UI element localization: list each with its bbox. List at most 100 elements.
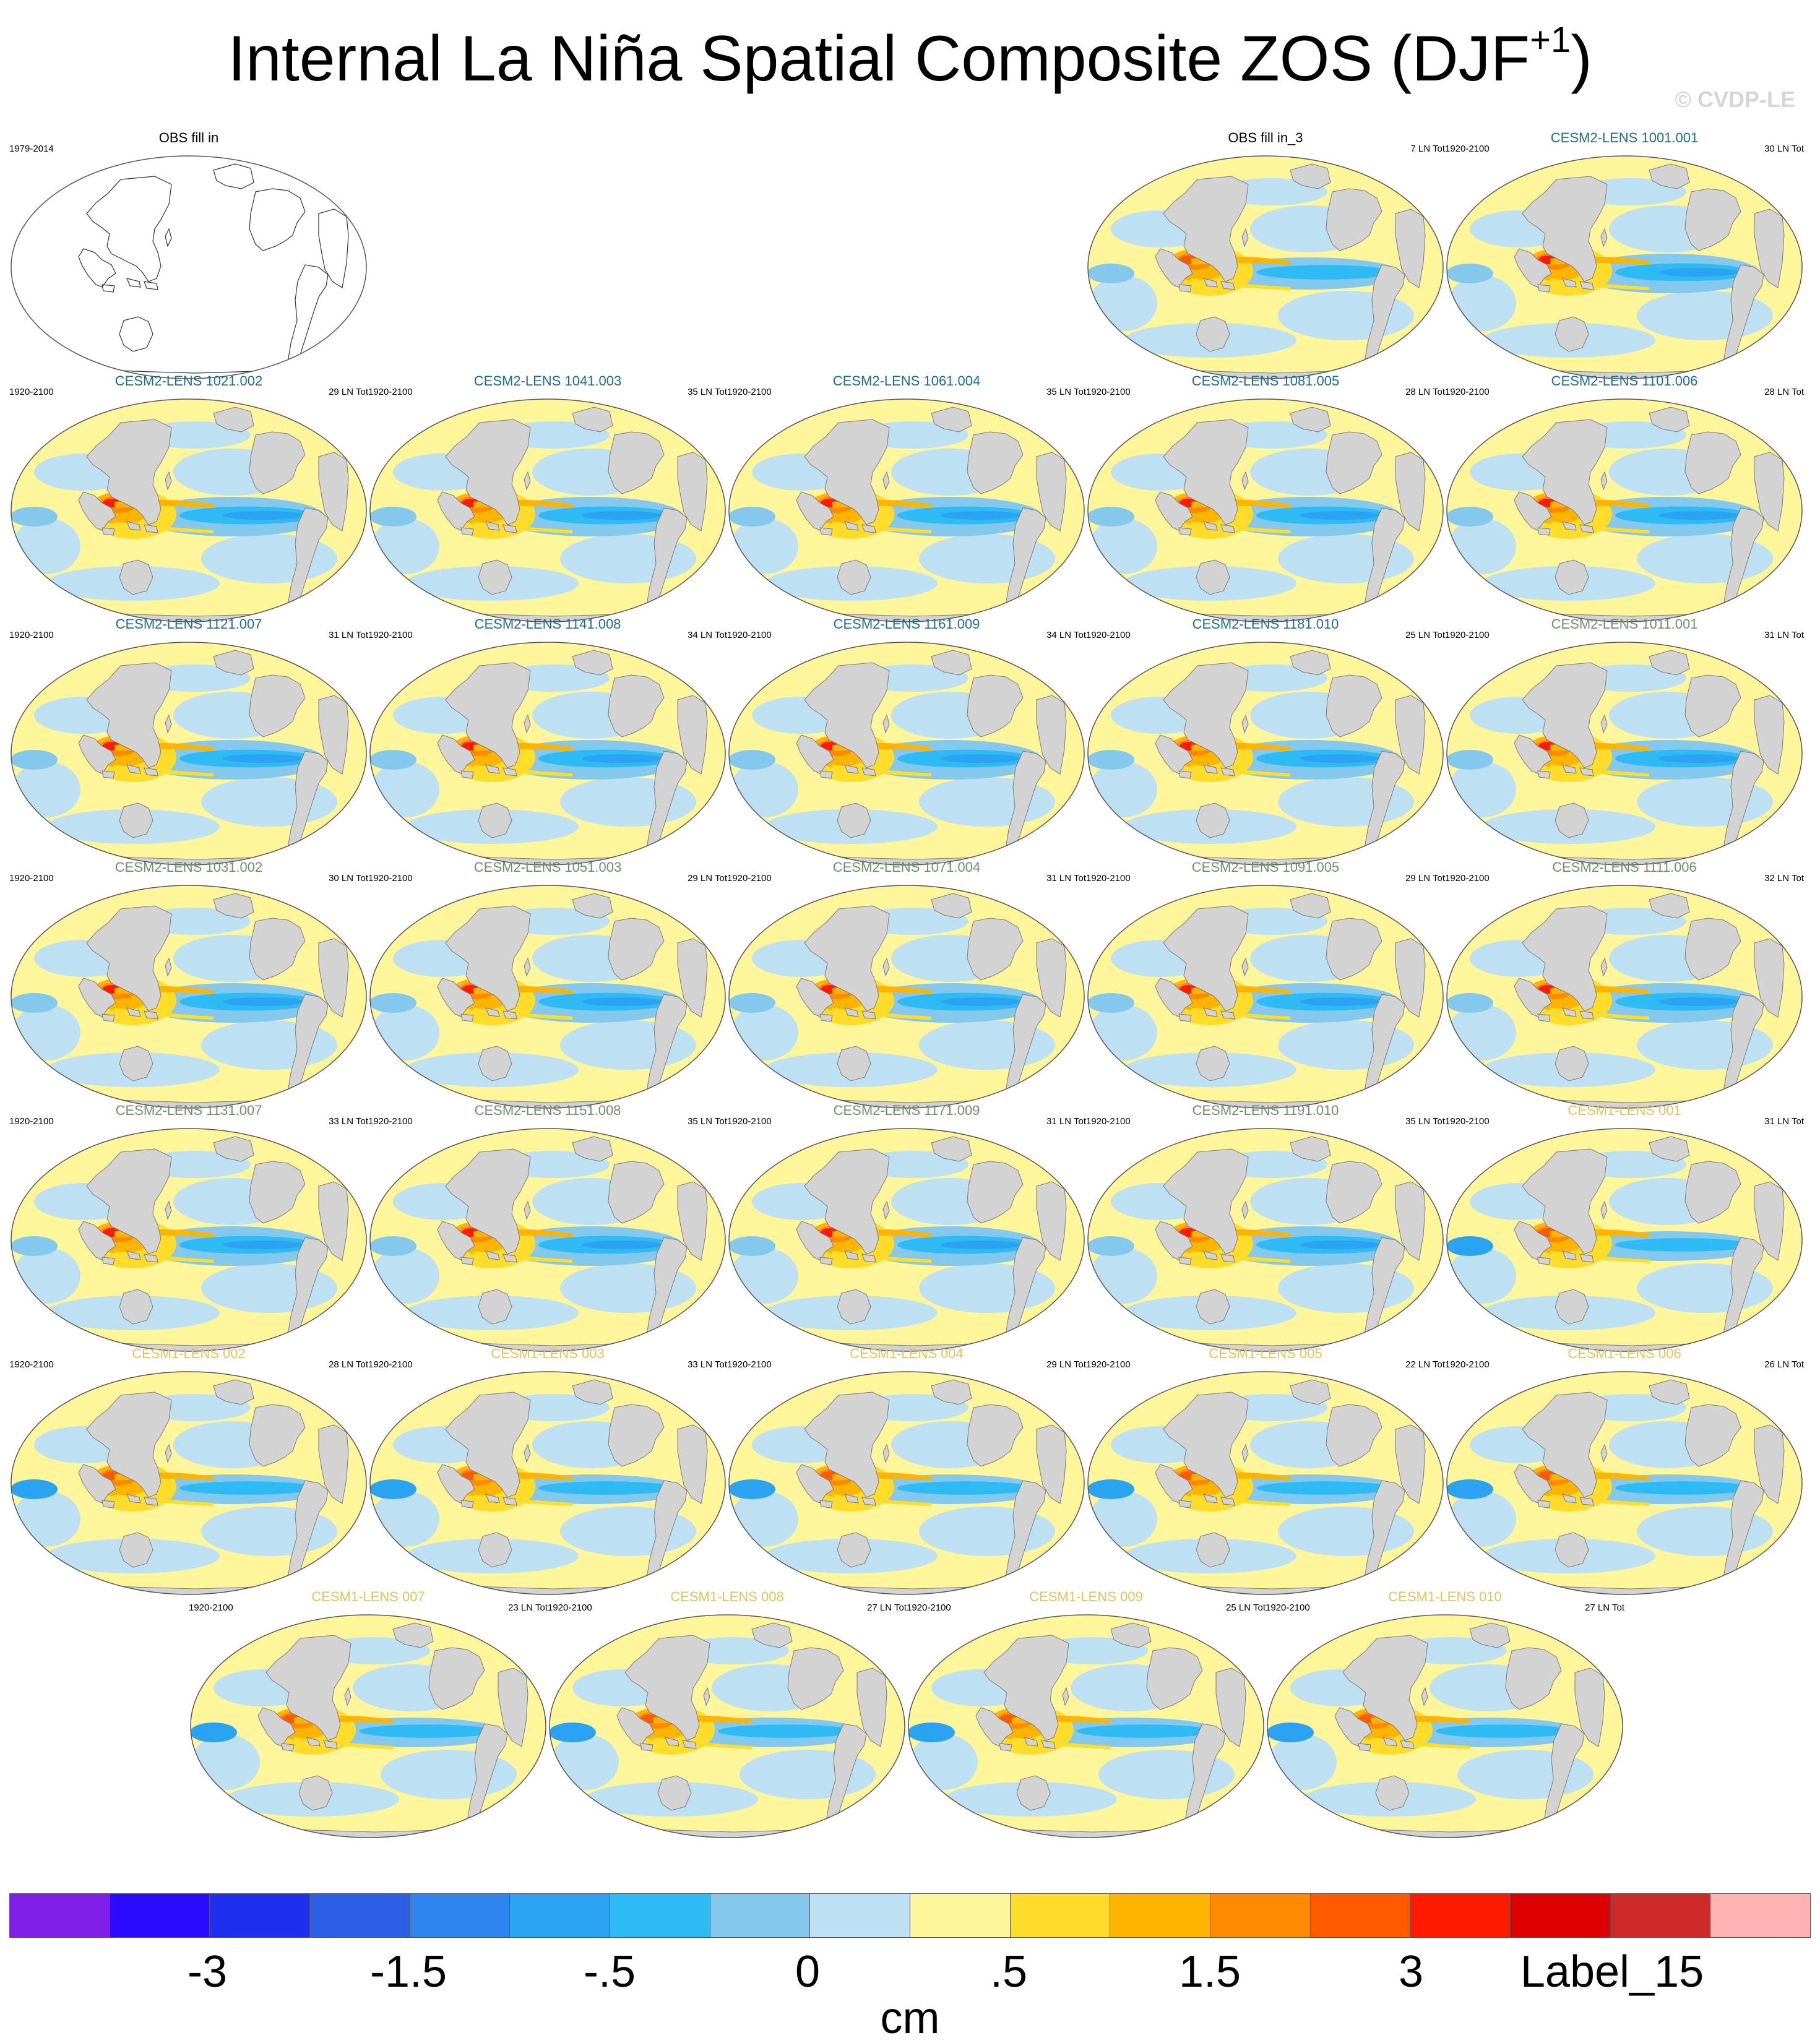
panel-period: 1920-2100: [1445, 630, 1490, 640]
panel-title: CESM2-LENS 1191.010: [1192, 1103, 1339, 1118]
colorbar-swatch: [410, 1894, 511, 1937]
map-c1: [369, 1371, 726, 1595]
map-c2: [11, 642, 367, 866]
panel-period: 1920-2100: [189, 1602, 233, 1613]
colorbar-swatch: [210, 1894, 311, 1937]
map-c1: [190, 1614, 546, 1838]
panel-title: CESM2-LENS 1161.009: [833, 616, 980, 632]
panel-title: CESM2-LENS 1101.006: [1551, 373, 1698, 389]
panel-period: 1920-2100: [1266, 1602, 1310, 1613]
panel-period: 1920-2100: [1445, 873, 1490, 884]
panel-period: 1979-2014: [9, 144, 54, 154]
panel-title: CESM2-LENS 1051.003: [473, 859, 622, 875]
map-panel: CESM2-LENS 1071.004 1920-2100 31 LN Tot: [727, 859, 1086, 1110]
panel-event-count: 31 LN Tot: [329, 630, 368, 640]
panel-title: CESM2-LENS 1151.008: [474, 1103, 621, 1118]
map-c2: [1446, 398, 1803, 622]
colorbar-tick-label: 1.5: [1178, 1947, 1241, 1997]
panel-period: 1920-2100: [9, 873, 54, 884]
map-c2: [369, 885, 726, 1109]
panel-event-count: 26 LN Tot: [1764, 1359, 1804, 1370]
panel-period: 1920-2100: [1086, 873, 1131, 884]
map-panel: CESM2-LENS 1161.009 1920-2100 34 LN Tot: [727, 616, 1086, 867]
colorbar-swatch: [1710, 1894, 1811, 1937]
panel-event-count: 27 LN Tot: [1585, 1602, 1624, 1613]
panel-title: CESM2-LENS 1171.009: [833, 1103, 980, 1118]
colorbar-tick-label: -1.5: [369, 1947, 447, 1997]
map-c2: [1446, 155, 1803, 379]
panel-title: CESM2-LENS 1021.002: [114, 373, 263, 389]
panel-event-count: 31 LN Tot: [1764, 1116, 1804, 1127]
map-panel: CESM2-LENS 1151.008 1920-2100 35 LN Tot: [368, 1103, 727, 1353]
map-c1: [1446, 1371, 1803, 1595]
map-c2: [1446, 885, 1803, 1109]
panel-event-count: 30 LN Tot: [329, 873, 368, 884]
map-c2: [11, 398, 367, 622]
panel-event-count: 31 LN Tot: [1764, 630, 1804, 640]
map-c2: [11, 1128, 367, 1352]
panel-event-count: 35 LN Tot: [688, 387, 727, 397]
panel-title: CESM2-LENS 1071.004: [832, 859, 981, 875]
panel-title: CESM2-LENS 1031.002: [114, 859, 263, 875]
colorbar-swatch: [510, 1894, 611, 1937]
colorbar-swatch: [910, 1894, 1011, 1937]
panel-event-count: 31 LN Tot: [1046, 873, 1086, 884]
map-c1: [1087, 1371, 1444, 1595]
panel-period: 1920-2100: [548, 1602, 592, 1613]
colorbar-swatch: [1610, 1894, 1711, 1937]
map-c2: [1087, 642, 1444, 866]
map-panel: CESM1-LENS 007 1920-2100 23 LN Tot: [189, 1589, 548, 1839]
panel-event-count: 34 LN Tot: [1046, 630, 1086, 640]
panel-event-count: 28 LN Tot: [329, 1359, 368, 1370]
map-c2: [11, 885, 367, 1109]
map-empty: [11, 155, 367, 379]
map-panel: CESM2-LENS 1101.006 1920-2100 28 LN Tot: [1445, 373, 1804, 624]
map-panel: CESM2-LENS 1051.003 1920-2100 29 LN Tot: [368, 859, 727, 1110]
panel-event-count: 27 LN Tot: [867, 1602, 907, 1613]
panel-event-count: 30 LN Tot: [1764, 144, 1804, 154]
colorbar-swatch: [610, 1894, 710, 1937]
colorbar: [9, 1893, 1811, 1938]
map-panel: CESM1-LENS 002 1920-2100 28 LN Tot: [9, 1346, 368, 1596]
colorbar-swatch: [1410, 1894, 1511, 1937]
panel-period: 1920-2100: [368, 1359, 413, 1370]
map-c1: [11, 1371, 367, 1595]
panel-period: 1920-2100: [1445, 387, 1490, 397]
panel-event-count: 35 LN Tot: [688, 1116, 727, 1127]
panel-period: 1920-2100: [1445, 1116, 1490, 1127]
map-c1: [1267, 1614, 1623, 1838]
panel-event-count: 35 LN Tot: [1046, 387, 1086, 397]
map-panel: CESM2-LENS 1141.008 1920-2100 34 LN Tot: [368, 616, 727, 867]
panel-event-count: 29 LN Tot: [329, 387, 368, 397]
panel-event-count: 29 LN Tot: [1046, 1359, 1086, 1370]
map-c2: [1446, 642, 1803, 866]
map-panel: CESM2-LENS 1121.007 1920-2100 31 LN Tot: [9, 616, 368, 867]
chart-title: Internal La Niña Spatial Composite ZOS (…: [0, 19, 1820, 99]
map-obs: [1087, 155, 1444, 379]
panel-period: 1920-2100: [368, 1116, 413, 1127]
panel-period: 1920-2100: [1086, 630, 1131, 640]
title-suffix: ): [1571, 23, 1592, 95]
map-panel: CESM2-LENS 1001.001 1920-2100 30 LN Tot: [1445, 130, 1804, 381]
colorbar-swatch: [810, 1894, 911, 1937]
panel-event-count: 31 LN Tot: [1046, 1116, 1086, 1127]
panel-event-count: 28 LN Tot: [1405, 387, 1445, 397]
map-panel: CESM1-LENS 003 1920-2100 33 LN Tot: [368, 1346, 727, 1596]
panel-title: CESM2-LENS 1081.005: [1191, 373, 1340, 389]
panel-title: CESM1-LENS 004: [850, 1346, 964, 1361]
panel-title: CESM1-LENS 001: [1568, 1103, 1681, 1118]
map-panel: CESM1-LENS 008 1920-2100 27 LN Tot: [548, 1589, 907, 1839]
colorbar-tick-label: Label_15: [1520, 1947, 1704, 1997]
map-panel: CESM2-LENS 1131.007 1920-2100 33 LN Tot: [9, 1103, 368, 1353]
panel-event-count: 29 LN Tot: [1405, 873, 1445, 884]
colorbar-swatch: [110, 1894, 210, 1937]
panel-title: CESM2-LENS 1001.001: [1550, 130, 1699, 145]
panel-title: CESM1-LENS 002: [132, 1346, 246, 1361]
map-panel: CESM1-LENS 006 1920-2100 26 LN Tot: [1445, 1346, 1804, 1596]
panel-period: 1920-2100: [1086, 1116, 1131, 1127]
panel-event-count: 28 LN Tot: [1764, 387, 1804, 397]
panel-period: 1920-2100: [1445, 1359, 1490, 1370]
map-panel: OBS fill in_3 7 LN Tot: [1086, 130, 1445, 381]
colorbar-tick-label: -.5: [583, 1947, 636, 1997]
panel-title: CESM1-LENS 008: [670, 1589, 784, 1604]
